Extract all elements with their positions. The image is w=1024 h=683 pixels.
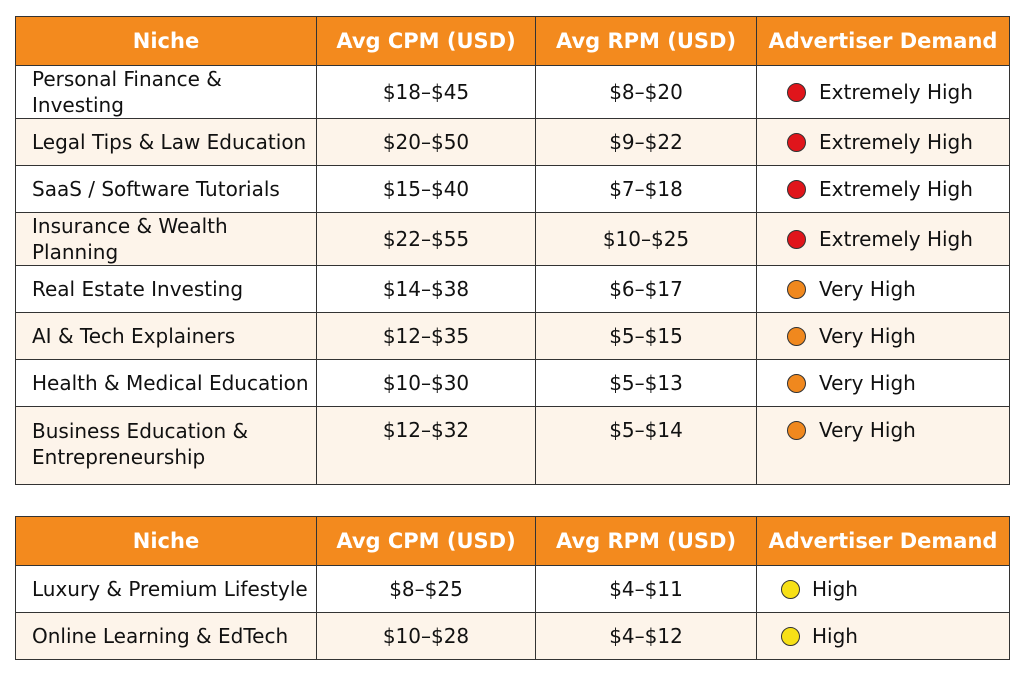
status-dot-icon [787, 373, 806, 393]
table-body: Personal Finance & Investing $18–$45 $8–$2… [15, 65, 1010, 485]
rpm-cell: $4–$12 [535, 612, 757, 660]
demand-cell: Extremely High [756, 65, 1010, 119]
table-header-row: Niche Avg CPM (USD) Avg RPM (USD) Advert… [15, 16, 1010, 66]
demand-label: High [812, 577, 858, 601]
rpm-cell: $4–$11 [535, 565, 757, 613]
cpm-cell: $14–$38 [316, 265, 536, 313]
demand-cell: Very High [756, 265, 1010, 313]
status-dot-icon [787, 326, 806, 346]
rpm-cell: $10–$25 [535, 212, 757, 266]
table-row: Business Education & Entrepreneurship $12… [15, 406, 1010, 485]
demand-label: Very High [819, 371, 916, 395]
niche-cell: Luxury & Premium Lifestyle [15, 565, 317, 613]
status-dot-icon [787, 179, 806, 199]
status-dot-icon [787, 420, 806, 440]
niche-cell: Online Learning & EdTech [15, 612, 317, 660]
demand-cell: Very High [756, 312, 1010, 360]
header-avg-cpm: Avg CPM (USD) [316, 516, 536, 566]
table-row: Legal Tips & Law Education $20–$50 $9–$22 E… [15, 118, 1010, 166]
demand-cell: Extremely High [756, 118, 1010, 166]
status-dot-icon [781, 626, 800, 646]
demand-label: Very High [819, 277, 916, 301]
status-dot-icon [787, 82, 806, 102]
niche-cell: Legal Tips & Law Education [15, 118, 317, 166]
demand-cell: Very High [756, 406, 1010, 485]
cpm-table-secondary: Niche Avg CPM (USD) Avg RPM (USD) Advert… [15, 516, 1010, 660]
header-avg-rpm: Avg RPM (USD) [535, 516, 757, 566]
demand-label: Extremely High [819, 227, 973, 251]
table-body: Luxury & Premium Lifestyle $8–$25 $4–$11 Hi… [15, 565, 1010, 660]
demand-label: Extremely High [819, 80, 973, 104]
niche-cell: Business Education & Entrepreneurship [15, 406, 317, 485]
cpm-cell: $8–$25 [316, 565, 536, 613]
demand-label: High [812, 624, 858, 648]
niche-cell: Health & Medical Education [15, 359, 317, 407]
demand-cell: Extremely High [756, 212, 1010, 266]
niche-cell: Insurance & Wealth Planning [15, 212, 317, 266]
table-row: Health & Medical Education $10–$30 $5–$13 V… [15, 359, 1010, 407]
header-advertiser-demand: Advertiser Demand [756, 16, 1010, 66]
cpm-cell: $22–$55 [316, 212, 536, 266]
niche-cell: Personal Finance & Investing [15, 65, 317, 119]
cpm-cell: $10–$30 [316, 359, 536, 407]
table-row: AI & Tech Explainers $12–$35 $5–$15 Very Hi… [15, 312, 1010, 360]
status-dot-icon [787, 229, 806, 249]
cpm-table-primary: Niche Avg CPM (USD) Avg RPM (USD) Advert… [15, 16, 1010, 485]
status-dot-icon [787, 279, 806, 299]
table-row: Real Estate Investing $14–$38 $6–$17 Very H… [15, 265, 1010, 313]
cpm-cell: $20–$50 [316, 118, 536, 166]
table-row: Personal Finance & Investing $18–$45 $8–$2… [15, 65, 1010, 119]
table-row: Luxury & Premium Lifestyle $8–$25 $4–$11 Hi… [15, 565, 1010, 613]
demand-cell: Very High [756, 359, 1010, 407]
table-header-row: Niche Avg CPM (USD) Avg RPM (USD) Advert… [15, 516, 1010, 566]
demand-label: Extremely High [819, 177, 973, 201]
rpm-cell: $6–$17 [535, 265, 757, 313]
header-niche: Niche [15, 16, 317, 66]
demand-cell: Extremely High [756, 165, 1010, 213]
demand-label: Very High [819, 418, 916, 442]
table-row: Online Learning & EdTech $10–$28 $4–$12 Hig… [15, 612, 1010, 660]
cpm-cell: $12–$35 [316, 312, 536, 360]
header-avg-cpm: Avg CPM (USD) [316, 16, 536, 66]
header-niche: Niche [15, 516, 317, 566]
demand-label: Extremely High [819, 130, 973, 154]
demand-cell: High [756, 612, 1010, 660]
rpm-cell: $8–$20 [535, 65, 757, 119]
table-row: SaaS / Software Tutorials $15–$40 $7–$18 Ex… [15, 165, 1010, 213]
niche-cell: Real Estate Investing [15, 265, 317, 313]
header-avg-rpm: Avg RPM (USD) [535, 16, 757, 66]
header-advertiser-demand: Advertiser Demand [756, 516, 1010, 566]
cpm-cell: $10–$28 [316, 612, 536, 660]
rpm-cell: $5–$15 [535, 312, 757, 360]
niche-cell: SaaS / Software Tutorials [15, 165, 317, 213]
demand-label: Very High [819, 324, 916, 348]
rpm-cell: $9–$22 [535, 118, 757, 166]
status-dot-icon [781, 579, 800, 599]
rpm-cell: $7–$18 [535, 165, 757, 213]
rpm-cell: $5–$14 [535, 406, 757, 485]
cpm-cell: $15–$40 [316, 165, 536, 213]
table-row: Insurance & Wealth Planning $22–$55 $10–$2… [15, 212, 1010, 266]
niche-cell: AI & Tech Explainers [15, 312, 317, 360]
cpm-cell: $12–$32 [316, 406, 536, 485]
cpm-cell: $18–$45 [316, 65, 536, 119]
status-dot-icon [787, 132, 806, 152]
rpm-cell: $5–$13 [535, 359, 757, 407]
demand-cell: High [756, 565, 1010, 613]
